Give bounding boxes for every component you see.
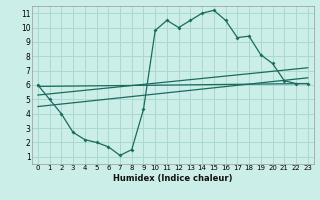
X-axis label: Humidex (Indice chaleur): Humidex (Indice chaleur) xyxy=(113,174,233,183)
